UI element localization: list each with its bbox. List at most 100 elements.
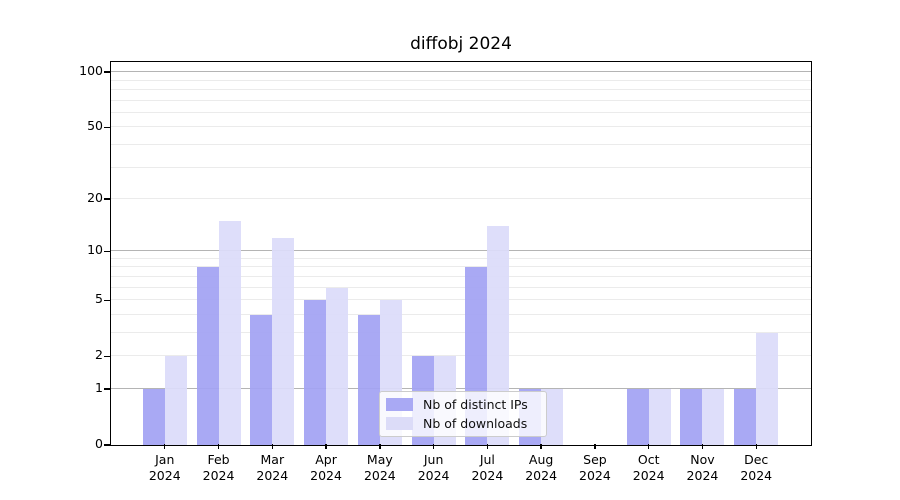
legend-label-downloads: Nb of downloads [423,415,528,431]
y-tick-label-2: 2 [95,346,103,362]
x-tick-nov [701,444,704,449]
y-gridline-major-1 [111,388,811,389]
x-tick-jul [486,444,489,449]
y-gridline-minor-50 [111,126,811,128]
plot-area: 0 1 2 5 10 20 50 100 Jan 2024 Feb 2024 Mar 2024 Apr 202… [79,61,812,483]
x-tick-jan [164,444,166,449]
bar-downloads-dec [756,332,779,445]
y-gridline-minor-8 [111,266,811,268]
x-tick-month: Feb [207,452,230,467]
x-tick-month: Sep [583,452,607,467]
y-tick-label-10: 10 [87,241,103,257]
y-tick-label-5: 5 [95,290,103,306]
y-tick-20 [104,198,110,200]
bar-ips-apr [304,300,327,445]
x-tick-month: Dec [744,452,769,467]
x-tick-year: 2024 [686,468,719,483]
y-tick-0 [104,444,110,446]
x-tick-sep [594,444,596,449]
x-tick-label-feb: Feb 2024 [187,452,251,484]
x-tick-month: Apr [315,452,337,467]
y-tick-5 [104,299,110,301]
bar-downloads-oct [648,389,671,445]
legend-swatch-ips [386,398,413,412]
y-gridline-minor-30 [111,166,811,168]
x-tick-label-oct: Oct 2024 [617,452,681,484]
x-tick-year: 2024 [363,468,396,483]
legend-swatch-downloads [386,416,413,430]
x-tick-month: Jan [155,452,175,467]
y-tick-label-50: 50 [87,118,103,134]
bar-downloads-mar [272,237,295,445]
x-tick-aug [540,444,542,449]
plot-inner: 0 1 2 5 10 20 50 100 Jan 2024 Feb 2024 Mar 2024 Apr 202… [79,62,811,483]
x-tick-month: Jun [423,452,444,467]
x-tick-month: Jul [479,452,495,467]
bar-downloads-feb [218,220,241,445]
x-tick-year: 2024 [417,468,450,483]
x-tick-label-may: May 2024 [348,452,412,484]
y-gridline-minor-70 [111,99,811,101]
x-tick-may [379,444,381,449]
bar-downloads-apr [326,287,349,445]
y-tick-50 [104,126,110,128]
x-tick-label-nov: Nov 2024 [670,452,734,484]
bar-ips-jan [142,389,165,445]
y-gridline-minor-90 [111,79,811,81]
x-tick-label-mar: Mar 2024 [240,452,304,484]
x-tick-year: 2024 [740,468,773,483]
x-tick-year: 2024 [310,468,342,483]
x-tick-label-aug: Aug 2024 [509,452,573,484]
x-tick-jun [432,444,435,449]
x-tick-year: 2024 [256,468,289,483]
bar-ips-mar [250,314,273,445]
bar-ips-may [357,314,380,445]
x-tick-year: 2024 [471,468,504,483]
x-tick-year: 2024 [579,468,611,483]
y-gridline-minor-60 [111,111,811,113]
y-tick-2 [104,355,110,357]
bar-ips-nov [680,389,703,445]
x-tick-label-apr: Apr 2024 [294,452,358,484]
x-tick-year: 2024 [632,468,665,483]
y-gridline-minor-9 [111,257,811,259]
y-gridline-minor-5 [111,299,811,301]
y-gridline-minor-6 [111,286,811,288]
bar-downloads-nov [702,389,725,445]
y-gridline-minor-40 [111,143,811,145]
chart-title: diffobj 2024 [410,34,512,54]
x-tick-feb [217,444,220,449]
x-tick-mar [271,444,273,449]
x-tick-month: Oct [637,452,660,467]
x-tick-label-jan: Jan 2024 [133,452,197,484]
y-gridline-minor-2 [111,355,811,357]
legend-item-downloads: Nb of downloads [386,416,540,431]
x-tick-year: 2024 [202,468,235,483]
y-gridline-minor-4 [111,313,811,315]
x-tick-label-sep: Sep 2024 [563,452,627,484]
bar-downloads-jul [487,226,510,445]
y-gridline-minor-80 [111,88,811,90]
legend-label-distinct-ips: Nb of distinct IPs [423,397,528,413]
x-tick-month: May [366,452,393,467]
y-gridline-minor-3 [111,331,811,333]
legend-item-distinct-ips: Nb of distinct IPs [386,397,540,412]
x-tick-label-dec: Dec 2024 [724,452,788,484]
x-tick-label-jul: Jul 2024 [455,452,519,484]
y-tick-10 [104,250,110,252]
y-gridline-minor-7 [111,275,811,277]
bar-ips-feb [196,267,219,445]
bar-ips-oct [626,389,649,445]
legend: Nb of distinct IPs Nb of downloads [379,391,547,437]
x-tick-dec [755,444,757,449]
x-tick-year: 2024 [525,468,558,483]
bar-ips-dec [734,389,757,445]
y-gridline-major-10 [111,250,811,252]
x-tick-oct [647,444,650,449]
x-tick-year: 2024 [148,468,181,483]
y-tick-label-1: 1 [95,379,103,395]
x-tick-month: Aug [528,452,554,467]
y-tick-100 [104,71,110,73]
y-gridline-major-100 [111,71,811,73]
